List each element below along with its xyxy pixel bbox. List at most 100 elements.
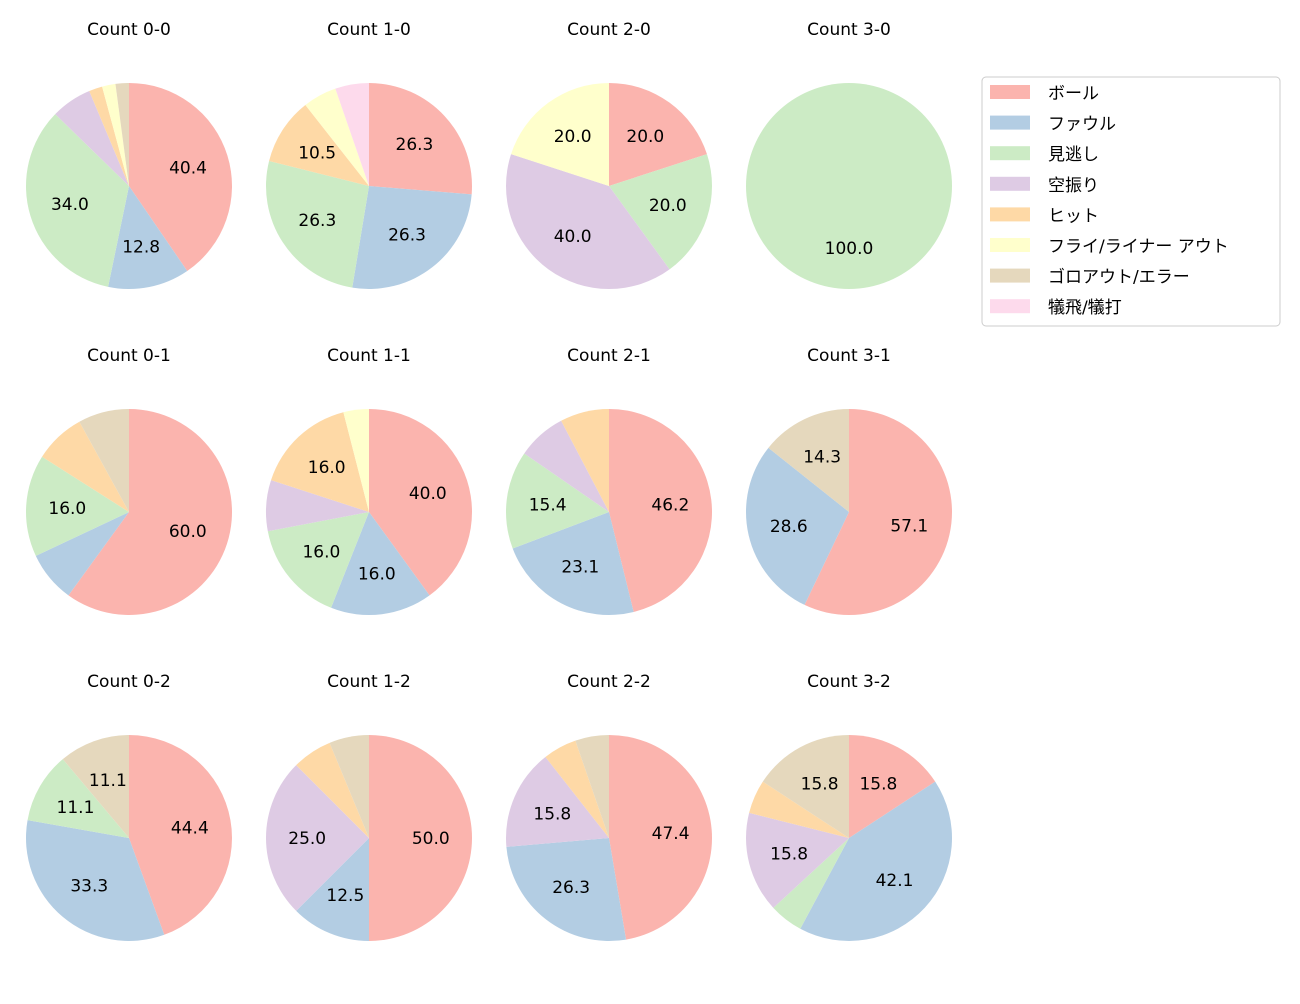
slice-label: 12.5 [326,886,364,906]
slice-label: 15.8 [859,775,897,795]
legend-item: ファウル [990,115,1116,135]
slice-label: 20.0 [554,127,592,147]
legend-label: 空振り [1048,176,1099,196]
pie-slice [25,820,165,941]
pie-slice [25,114,129,287]
legend-label: ゴロアウト/エラー [1048,267,1190,288]
slice-label: 40.0 [409,484,447,504]
pie-slice [746,812,849,908]
pie-slice [331,512,430,615]
pie-slice [115,83,129,186]
slice-label: 57.1 [890,517,928,537]
pie-slice [296,742,369,838]
legend-item: 犠飛/犠打 [990,298,1122,318]
legend-swatch [990,238,1030,252]
slice-label: 26.3 [298,211,336,231]
pie-slice [68,409,233,616]
pie-slice [62,735,129,838]
pie-slice [267,512,369,608]
pie-slice [369,83,472,195]
legend-swatch [990,299,1030,314]
pie-chart: Count 0-1 60.0 16.0 [26,346,233,616]
slice-label: 28.6 [770,517,808,537]
slice-label: 42.1 [876,871,914,891]
pie-slice [561,409,609,512]
pie-title: Count 1-1 [327,346,411,366]
legend-item: ゴロアウト/エラー [990,267,1190,288]
legend-label: 見逃し [1048,145,1099,165]
legend-label: 犠飛/犠打 [1048,298,1122,318]
legend-swatch [990,207,1030,222]
slice-label: 40.0 [554,227,592,247]
pie-slice [369,409,472,596]
pie-slice [305,88,369,186]
pie-slice [271,412,369,512]
pie-chart: Count 1-1 40.0 16.0 16.0 16.0 [266,346,472,615]
pie-slice [108,186,188,289]
pie-slice [524,420,609,512]
slice-label: 50.0 [412,829,450,849]
pie-slice [746,447,849,605]
pie-slice [89,86,129,186]
legend-swatch [990,85,1030,99]
pie-chart: Count 3-0 100.0 [746,20,952,289]
pie-slice [343,409,369,512]
pie-slice [296,838,369,941]
pie-chart: Count 1-2 50.0 12.5 25.0 [266,672,472,941]
pie-slice [506,756,609,847]
slice-label: 33.3 [70,876,108,896]
slice-label: 15.8 [533,804,571,824]
pie-chart: Count 3-1 57.1 28.6 14.3 [746,346,953,615]
pie-slice [849,735,936,838]
legend-item: フライ/ライナー アウト [990,237,1229,257]
pie-slice [266,480,369,532]
slice-label: 12.8 [122,238,160,258]
pie-slice [609,83,707,186]
legend-item: ヒット [990,206,1099,226]
pie-slice [773,838,849,929]
slice-label: 47.4 [652,824,690,844]
slice-label: 15.8 [801,775,839,795]
pie-slice [369,735,472,941]
pie-slice [768,409,849,512]
legend-label: ファウル [1048,115,1116,135]
legend-frame [981,76,1281,327]
legend-item: ボール [990,84,1099,104]
pie-slice [545,740,609,838]
slice-label: 23.1 [561,558,599,578]
pie-title: Count 1-0 [327,20,411,40]
legend-swatch [990,115,1030,130]
slice-label: 60.0 [169,522,207,542]
slice-label: 16.0 [48,499,86,519]
slice-label: 46.2 [651,496,689,516]
pie-title: Count 2-0 [567,20,651,40]
slice-label: 16.0 [358,564,396,584]
pie-title: Count 2-1 [567,346,651,366]
legend-label: ヒット [1048,206,1099,226]
slice-label: 40.4 [169,159,207,179]
pie-chart: Count 2-2 47.4 26.3 15.8 [506,672,712,941]
pie-slice [335,83,369,186]
legend-swatch [990,268,1030,283]
legend-item: 空振り [990,176,1099,196]
slice-label: 14.3 [803,447,841,467]
pie-slice [746,83,952,289]
pie-slice [506,838,627,941]
pie-slice [800,781,952,941]
pie-slice [609,409,713,613]
pie-chart: Count 1-0 26.3 26.3 26.3 10.5 [266,20,472,289]
legend-label: ボール [1048,84,1099,104]
legend-swatch [990,146,1030,161]
slice-label: 10.5 [298,143,336,163]
slice-label: 100.0 [825,239,874,259]
pie-slice [506,154,670,289]
pie-slice [129,83,233,271]
pie-chart: Count 2-1 46.2 23.1 15.4 [506,346,713,615]
slice-label: 11.1 [89,771,127,791]
pie-slice [804,409,953,615]
slice-label: 44.4 [171,818,209,838]
pie-title: Count 2-2 [567,672,651,692]
